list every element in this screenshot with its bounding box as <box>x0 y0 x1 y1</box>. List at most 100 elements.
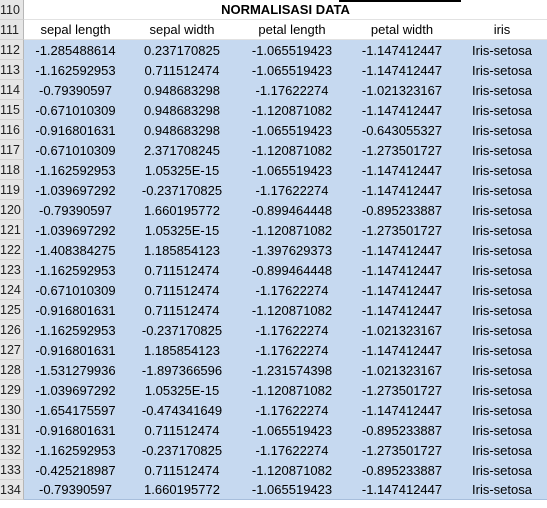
cell-sepal-length[interactable]: -1.039697292 <box>24 380 127 400</box>
row-header[interactable]: 112 <box>0 40 24 60</box>
cell-iris[interactable]: Iris-setosa <box>457 220 547 240</box>
cell-petal-length[interactable]: -1.397629373 <box>237 240 347 260</box>
cell-sepal-length[interactable]: -1.162592953 <box>24 440 127 460</box>
cell-iris[interactable]: Iris-setosa <box>457 200 547 220</box>
cell-petal-length[interactable]: -1.120871082 <box>237 460 347 480</box>
row-header[interactable]: 120 <box>0 200 24 220</box>
cell-petal-length[interactable]: -1.17622274 <box>237 280 347 300</box>
cell-petal-width[interactable]: -1.021323167 <box>347 80 457 100</box>
cell-iris[interactable]: Iris-setosa <box>457 240 547 260</box>
cell-petal-length[interactable]: -1.17622274 <box>237 400 347 420</box>
cell-petal-length[interactable]: -1.17622274 <box>237 180 347 200</box>
cell-sepal-length[interactable]: -0.916801631 <box>24 120 127 140</box>
merged-title-cell[interactable]: NORMALISASI DATA <box>24 0 547 20</box>
row-header[interactable]: 110 <box>0 0 24 20</box>
cell-petal-length[interactable]: -1.065519423 <box>237 160 347 180</box>
row-header[interactable]: 128 <box>0 360 24 380</box>
cell-sepal-width[interactable]: 0.711512474 <box>127 420 237 440</box>
cell-petal-length[interactable]: -1.231574398 <box>237 360 347 380</box>
row-header[interactable]: 132 <box>0 440 24 460</box>
cell-petal-length[interactable]: -1.120871082 <box>237 380 347 400</box>
cell-sepal-width[interactable]: 1.05325E-15 <box>127 160 237 180</box>
cell-iris[interactable]: Iris-setosa <box>457 480 547 500</box>
row-header[interactable]: 117 <box>0 140 24 160</box>
cell-sepal-length[interactable]: -0.916801631 <box>24 300 127 320</box>
cell-sepal-length[interactable]: -1.531279936 <box>24 360 127 380</box>
cell-sepal-length[interactable]: -1.039697292 <box>24 180 127 200</box>
row-header[interactable]: 130 <box>0 400 24 420</box>
cell-petal-width[interactable]: -1.021323167 <box>347 360 457 380</box>
cell-petal-length[interactable]: -1.17622274 <box>237 80 347 100</box>
cell-sepal-width[interactable]: 1.05325E-15 <box>127 380 237 400</box>
cell-iris[interactable]: Iris-setosa <box>457 80 547 100</box>
cell-iris[interactable]: Iris-setosa <box>457 140 547 160</box>
cell-sepal-length[interactable]: -0.916801631 <box>24 340 127 360</box>
cell-petal-width[interactable]: -1.147412447 <box>347 180 457 200</box>
cell-sepal-length[interactable]: -1.162592953 <box>24 260 127 280</box>
cell-sepal-length[interactable]: -1.162592953 <box>24 160 127 180</box>
row-header[interactable]: 127 <box>0 340 24 360</box>
cell-petal-length[interactable]: -1.120871082 <box>237 300 347 320</box>
cell-iris[interactable]: Iris-setosa <box>457 40 547 60</box>
cell-iris[interactable]: Iris-setosa <box>457 400 547 420</box>
cell-sepal-width[interactable]: 1.660195772 <box>127 200 237 220</box>
cell-petal-width[interactable]: -0.895233887 <box>347 420 457 440</box>
cell-sepal-width[interactable]: -1.897366596 <box>127 360 237 380</box>
cell-sepal-length[interactable]: -0.671010309 <box>24 140 127 160</box>
cell-sepal-width[interactable]: 0.711512474 <box>127 300 237 320</box>
cell-sepal-width[interactable]: 0.237170825 <box>127 40 237 60</box>
row-header[interactable]: 125 <box>0 300 24 320</box>
cell-sepal-length[interactable]: -0.79390597 <box>24 200 127 220</box>
cell-petal-width[interactable]: -1.147412447 <box>347 100 457 120</box>
cell-iris[interactable]: Iris-setosa <box>457 320 547 340</box>
cell-petal-length[interactable]: -1.120871082 <box>237 140 347 160</box>
cell-sepal-length[interactable]: -0.425218987 <box>24 460 127 480</box>
cell-sepal-length[interactable]: -0.671010309 <box>24 280 127 300</box>
cell-petal-width[interactable]: -1.021323167 <box>347 320 457 340</box>
row-header[interactable]: 121 <box>0 220 24 240</box>
cell-petal-width[interactable]: -0.895233887 <box>347 460 457 480</box>
cell-sepal-width[interactable]: 1.660195772 <box>127 480 237 500</box>
row-header[interactable]: 116 <box>0 120 24 140</box>
column-header-petal-width[interactable]: petal width <box>347 20 457 40</box>
cell-petal-width[interactable]: -1.147412447 <box>347 260 457 280</box>
cell-sepal-length[interactable]: -1.408384275 <box>24 240 127 260</box>
cell-petal-width[interactable]: -1.147412447 <box>347 40 457 60</box>
row-header[interactable]: 129 <box>0 380 24 400</box>
cell-petal-width[interactable]: -1.147412447 <box>347 300 457 320</box>
column-header-iris[interactable]: iris <box>457 20 547 40</box>
cell-petal-width[interactable]: -1.147412447 <box>347 160 457 180</box>
cell-petal-length[interactable]: -1.120871082 <box>237 100 347 120</box>
cell-petal-width[interactable]: -1.273501727 <box>347 220 457 240</box>
cell-petal-width[interactable]: -1.147412447 <box>347 240 457 260</box>
cell-petal-length[interactable]: -1.17622274 <box>237 320 347 340</box>
cell-iris[interactable]: Iris-setosa <box>457 360 547 380</box>
cell-petal-width[interactable]: -1.273501727 <box>347 140 457 160</box>
cell-petal-length[interactable]: -1.065519423 <box>237 420 347 440</box>
cell-iris[interactable]: Iris-setosa <box>457 460 547 480</box>
cell-petal-length[interactable]: -1.120871082 <box>237 220 347 240</box>
row-header[interactable]: 133 <box>0 460 24 480</box>
cell-petal-length[interactable]: -1.065519423 <box>237 60 347 80</box>
cell-iris[interactable]: Iris-setosa <box>457 420 547 440</box>
row-header[interactable]: 113 <box>0 60 24 80</box>
cell-petal-width[interactable]: -1.147412447 <box>347 480 457 500</box>
cell-iris[interactable]: Iris-setosa <box>457 260 547 280</box>
cell-sepal-width[interactable]: 0.948683298 <box>127 120 237 140</box>
cell-iris[interactable]: Iris-setosa <box>457 160 547 180</box>
column-header-petal-length[interactable]: petal length <box>237 20 347 40</box>
cell-sepal-length[interactable]: -0.79390597 <box>24 480 127 500</box>
cell-sepal-width[interactable]: 0.948683298 <box>127 100 237 120</box>
cell-iris[interactable]: Iris-setosa <box>457 300 547 320</box>
cell-sepal-length[interactable]: -1.654175597 <box>24 400 127 420</box>
cell-sepal-width[interactable]: -0.237170825 <box>127 440 237 460</box>
cell-sepal-width[interactable]: 0.711512474 <box>127 280 237 300</box>
cell-sepal-width[interactable]: 1.185854123 <box>127 340 237 360</box>
cell-sepal-width[interactable]: -0.237170825 <box>127 320 237 340</box>
column-header-sepal-width[interactable]: sepal width <box>127 20 237 40</box>
cell-iris[interactable]: Iris-setosa <box>457 340 547 360</box>
cell-petal-length[interactable]: -0.899464448 <box>237 200 347 220</box>
row-header[interactable]: 115 <box>0 100 24 120</box>
column-header-sepal-length[interactable]: sepal length <box>24 20 127 40</box>
cell-iris[interactable]: Iris-setosa <box>457 120 547 140</box>
